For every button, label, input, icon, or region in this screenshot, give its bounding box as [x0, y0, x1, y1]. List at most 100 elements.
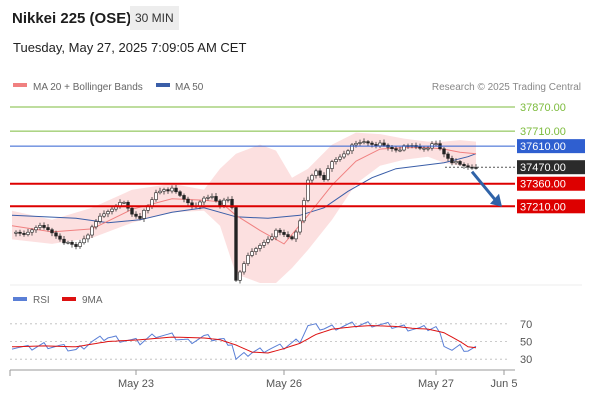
candle-body — [262, 242, 266, 246]
candle-body — [298, 220, 302, 233]
rsi-ma-legend-swatch — [62, 297, 76, 301]
candle-body — [390, 147, 394, 150]
timestamp: Tuesday, May 27, 2025 7:09:05 AM CET — [13, 40, 247, 55]
candle-body — [82, 238, 86, 244]
level-tag-pivot — [517, 139, 585, 154]
candle-body — [26, 231, 30, 235]
x-tick-label: May 26 — [266, 378, 302, 390]
candle-body — [370, 142, 374, 145]
candle-body — [226, 198, 230, 201]
projection-arrow-head — [490, 193, 502, 207]
candle-body — [154, 192, 158, 200]
candle-body — [186, 198, 190, 204]
candle-body — [70, 241, 74, 245]
candle-body — [166, 189, 170, 192]
candle-body — [326, 168, 330, 181]
ma50-legend-label: MA 50 — [175, 82, 204, 93]
candle-body — [122, 201, 126, 204]
candle-body — [66, 241, 70, 244]
candle-body — [334, 159, 338, 162]
candle-body — [382, 142, 386, 146]
candle-body — [202, 197, 206, 203]
candle-body — [366, 141, 370, 144]
bollinger-band-fill — [12, 132, 476, 283]
rsi-legend-swatch — [13, 297, 27, 301]
candle-body — [170, 187, 174, 192]
candle-body — [398, 149, 402, 152]
rsi-legend-label: RSI — [33, 295, 50, 306]
candle-body — [54, 232, 58, 237]
ma20-legend-swatch — [13, 83, 27, 87]
candle-body — [278, 229, 282, 233]
rsi-ma-legend-label: 9MA — [82, 295, 103, 306]
candle-body — [134, 213, 138, 217]
candle-body — [62, 238, 66, 244]
candle-body — [426, 147, 430, 150]
level-tag-last-price — [517, 160, 585, 175]
price-panel — [11, 132, 478, 284]
time-axis-ticks: May 23 May 26 May 27 Jun 5 — [118, 370, 518, 390]
candle-body — [210, 196, 214, 198]
candle-body — [454, 161, 458, 164]
candle-body — [270, 236, 274, 240]
level-tag-support — [517, 176, 585, 191]
candle-body — [94, 221, 98, 228]
x-tick-label: Jun 5 — [491, 378, 518, 390]
candle-body — [90, 226, 94, 236]
candle-body — [222, 199, 226, 206]
rsi-panel: 70 50 30 — [10, 319, 532, 366]
candle-body — [18, 231, 22, 234]
candle-body — [130, 207, 134, 215]
candle-body — [178, 191, 182, 196]
candle-body — [362, 141, 366, 143]
candle-body — [358, 142, 362, 144]
candle-body — [290, 236, 294, 240]
candle-body — [442, 148, 446, 155]
candle-body — [110, 208, 114, 212]
candle-body — [234, 207, 238, 281]
candle-body — [246, 255, 250, 264]
candle-body — [378, 142, 382, 147]
rsi-legend: RSI 9MA — [13, 295, 103, 306]
candle-body — [22, 233, 26, 235]
candle-body — [158, 190, 162, 194]
projection-arrow-shaft — [470, 170, 498, 202]
level-label: 37470.00 — [520, 162, 566, 174]
candle-body — [354, 143, 358, 146]
candle-body — [126, 201, 130, 209]
candle-body — [74, 244, 78, 247]
candle-body — [458, 161, 462, 165]
candle-body — [474, 167, 478, 169]
candle-body — [302, 200, 306, 222]
level-label: 37360.00 — [520, 179, 566, 191]
level-tag-support — [517, 199, 585, 214]
candle-body — [330, 161, 334, 169]
x-tick-label: May 27 — [418, 378, 454, 390]
level-label: 37870.00 — [520, 102, 566, 114]
candle-body — [182, 195, 186, 200]
candle-body — [274, 229, 278, 238]
candle-body — [258, 245, 262, 249]
timeframe-selector[interactable]: 30 MIN — [130, 6, 179, 30]
rsi-tick-label: 70 — [520, 319, 532, 331]
rsi-tick-label: 50 — [520, 337, 532, 349]
title-bar: Nikkei 225 (OSE) 30 MIN — [0, 0, 590, 36]
candle-body — [46, 227, 50, 230]
candle-body — [14, 231, 18, 234]
candle-body — [38, 225, 42, 228]
candle-body — [446, 153, 450, 159]
candle-body — [342, 153, 346, 158]
candle-body — [434, 143, 438, 145]
candle-body — [34, 227, 38, 231]
candle-body — [338, 156, 342, 160]
candle-body — [250, 251, 254, 256]
candle-body — [350, 144, 354, 152]
candle-body — [422, 147, 426, 150]
candle-body — [242, 263, 246, 273]
candle-body — [106, 211, 110, 215]
key-levels: 37870.00 37710.00 37610.00 37470.00 37360.00… — [10, 102, 585, 214]
candle-body — [142, 210, 146, 219]
candle-body — [174, 187, 178, 193]
candle-body — [314, 170, 318, 176]
